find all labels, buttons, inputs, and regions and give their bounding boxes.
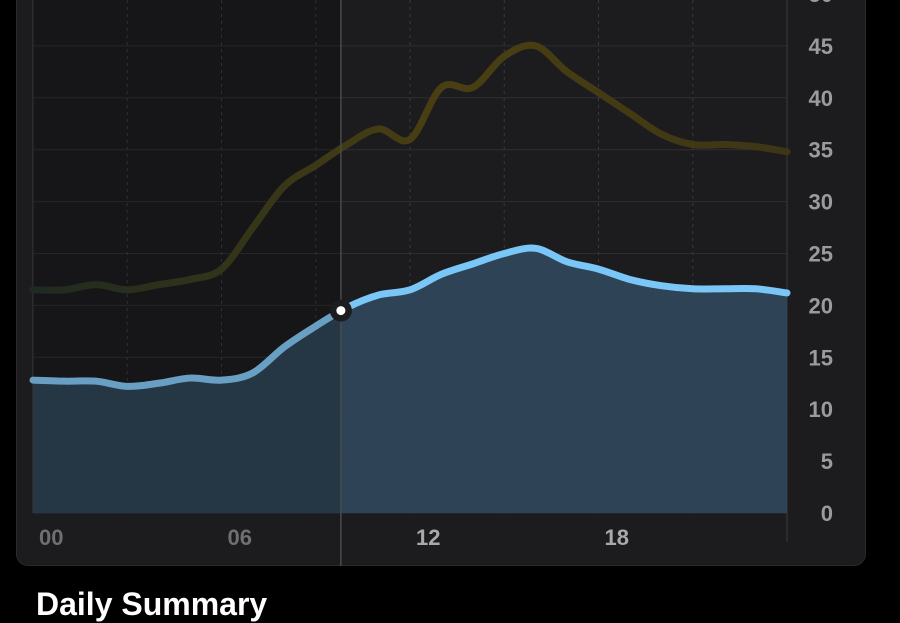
x-tick-label: 12 xyxy=(416,525,440,550)
current-point-marker xyxy=(336,306,346,316)
x-tick-label: 06 xyxy=(228,525,252,550)
y-tick-label: 20 xyxy=(809,293,833,318)
x-tick-label: 00 xyxy=(39,525,63,550)
y-tick-label: 30 xyxy=(809,190,833,215)
series-line xyxy=(29,41,791,294)
y-tick-label: 0 xyxy=(821,501,833,526)
y-tick-label: 50 xyxy=(809,0,833,7)
y-tick-label: 45 xyxy=(809,34,833,59)
x-tick-label: 18 xyxy=(605,525,629,550)
series-line-future xyxy=(340,244,791,315)
y-tick-label: 35 xyxy=(809,138,833,163)
y-tick-label: 15 xyxy=(809,345,833,370)
section-title: Daily Summary xyxy=(36,586,268,622)
temperature-chart[interactable]: 0 5 10 15 20 25 30 35 40 45 50 00 06 12 18 xyxy=(0,0,900,600)
series-area xyxy=(33,248,787,513)
past-time-shade xyxy=(33,0,341,513)
y-tick-label: 40 xyxy=(809,86,833,111)
series-line-past xyxy=(29,306,341,390)
y-tick-label: 10 xyxy=(809,397,833,422)
y-tick-label: 25 xyxy=(809,242,833,267)
y-tick-label: 5 xyxy=(821,449,833,474)
